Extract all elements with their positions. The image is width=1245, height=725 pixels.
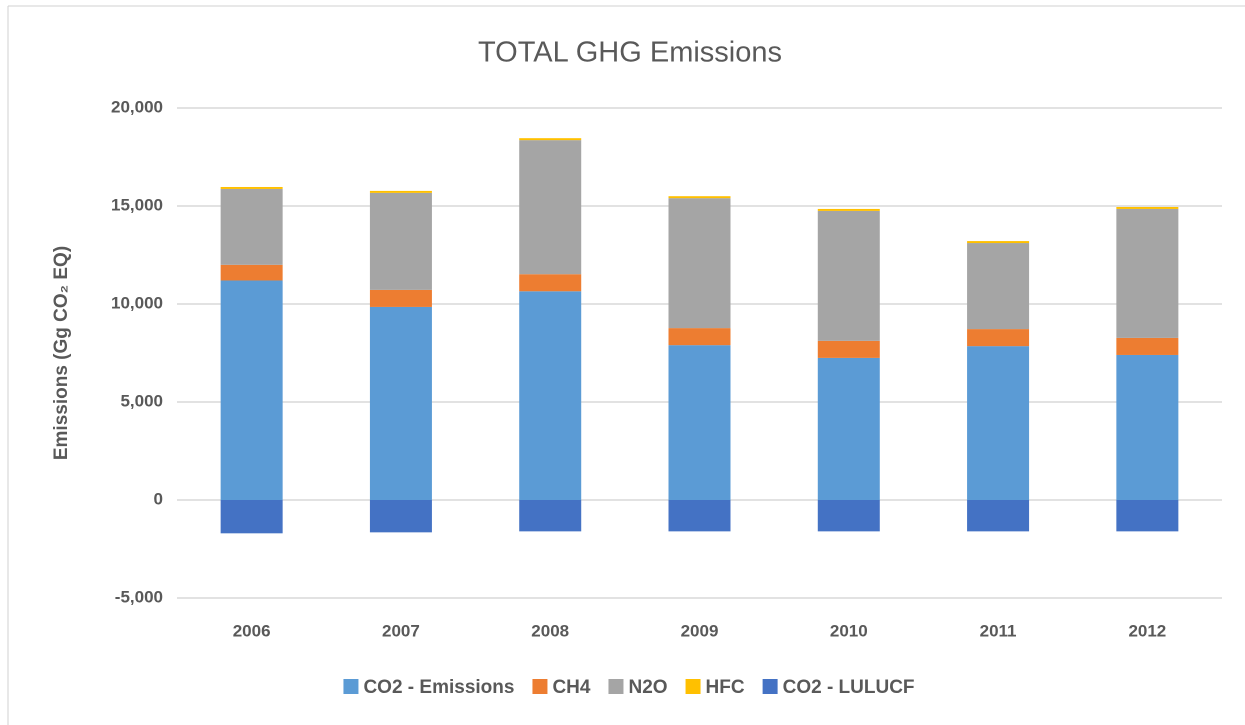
bar-segment (519, 138, 582, 141)
y-tick-label: 10,000 (111, 293, 163, 312)
chart-title: TOTAL GHG Emissions (478, 37, 782, 69)
bar-segment (220, 264, 283, 281)
bar-segment (668, 196, 731, 199)
legend-swatch (685, 679, 701, 694)
legend-label: CO2 - Emissions (363, 677, 514, 698)
bar-segment (967, 346, 1030, 500)
x-tick-label: 2006 (233, 621, 271, 640)
bar-segment (369, 289, 432, 307)
bar-segment (967, 329, 1030, 347)
x-tick-label: 2008 (531, 621, 569, 640)
bar-segment (1116, 208, 1179, 338)
legend-label: N2O (628, 677, 667, 698)
bar-segment (1116, 337, 1179, 355)
legend-swatch (343, 679, 359, 694)
bar-segment (220, 186, 283, 189)
bar-segment (817, 210, 880, 341)
x-tick-label: 2012 (1128, 621, 1166, 640)
bar-segment (220, 500, 283, 534)
y-axis-label: Emissions (Gg CO₂ EQ) (51, 246, 72, 460)
legend-swatch (532, 679, 548, 694)
bar-segment (817, 340, 880, 358)
bar-segment (369, 192, 432, 290)
bar-segment (668, 500, 731, 532)
bar-segment (220, 188, 283, 265)
y-tick-label: -5,000 (115, 587, 163, 606)
bar-segment (1116, 500, 1179, 532)
bar-segment (519, 291, 582, 500)
bar-segment (519, 140, 582, 275)
x-tick-label: 2011 (980, 621, 1017, 640)
bar-segment (668, 198, 731, 329)
bar-segment (817, 208, 880, 211)
x-tick-label: 2010 (830, 621, 868, 640)
y-tick-label: 5,000 (120, 391, 163, 410)
bar-segment (817, 500, 880, 532)
bar-segment (967, 243, 1030, 330)
y-tick-label: 0 (154, 489, 163, 508)
legend-swatch (608, 679, 624, 694)
legend-label: CH4 (552, 677, 590, 698)
bar-segment (967, 500, 1030, 532)
y-tick-label: 15,000 (111, 195, 163, 214)
bar-segment (668, 345, 731, 500)
bar-segment (369, 306, 432, 500)
bar-segment (220, 280, 283, 500)
legend-label: HFC (706, 677, 745, 698)
x-tick-label: 2009 (681, 621, 719, 640)
y-tick-label: 20,000 (111, 97, 163, 116)
x-tick-label: 2007 (382, 621, 420, 640)
bar-segment (519, 500, 582, 532)
bar-segment (817, 357, 880, 500)
legend-label: CO2 - LULUCF (783, 677, 915, 698)
bar-segment (1116, 354, 1179, 500)
bar-segment (519, 274, 582, 292)
legend-swatch (762, 679, 778, 694)
bar-segment (369, 190, 432, 193)
bar-segment (668, 328, 731, 346)
bar-segment (1116, 206, 1179, 209)
bar-segment (967, 241, 1030, 244)
bar-segment (369, 500, 432, 533)
